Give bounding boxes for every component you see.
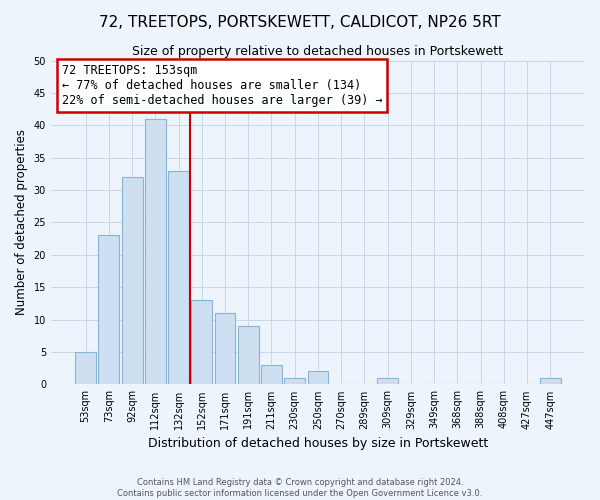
- Bar: [191, 300, 212, 384]
- Text: 72, TREETOPS, PORTSKEWETT, CALDICOT, NP26 5RT: 72, TREETOPS, PORTSKEWETT, CALDICOT, NP2…: [99, 15, 501, 30]
- Bar: [98, 236, 119, 384]
- Bar: [284, 378, 305, 384]
- Bar: [377, 378, 398, 384]
- Bar: [540, 378, 561, 384]
- Bar: [308, 372, 328, 384]
- Bar: [145, 119, 166, 384]
- Bar: [238, 326, 259, 384]
- Bar: [75, 352, 96, 384]
- Bar: [122, 177, 143, 384]
- X-axis label: Distribution of detached houses by size in Portskewett: Distribution of detached houses by size …: [148, 437, 488, 450]
- Bar: [215, 313, 235, 384]
- Bar: [261, 365, 282, 384]
- Title: Size of property relative to detached houses in Portskewett: Size of property relative to detached ho…: [133, 45, 503, 58]
- Bar: [168, 170, 189, 384]
- Text: Contains HM Land Registry data © Crown copyright and database right 2024.
Contai: Contains HM Land Registry data © Crown c…: [118, 478, 482, 498]
- Y-axis label: Number of detached properties: Number of detached properties: [15, 130, 28, 316]
- Text: 72 TREETOPS: 153sqm
← 77% of detached houses are smaller (134)
22% of semi-detac: 72 TREETOPS: 153sqm ← 77% of detached ho…: [62, 64, 382, 107]
